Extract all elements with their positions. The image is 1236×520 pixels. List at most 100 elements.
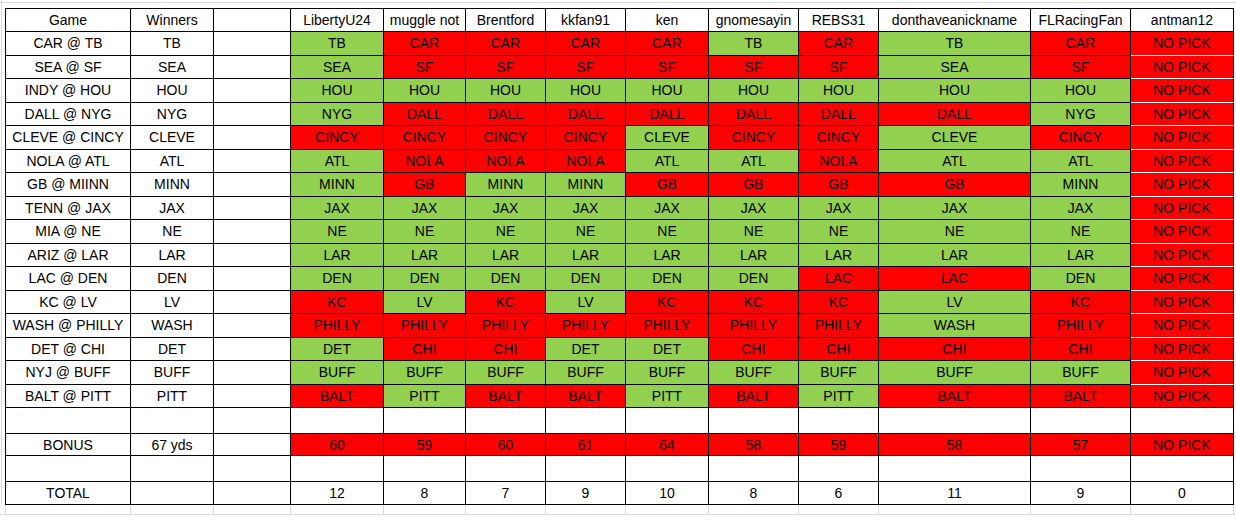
player-header[interactable]: muggle not	[384, 9, 466, 32]
pick-cell[interactable]: DALL	[799, 103, 879, 127]
pick-cell[interactable]: NO PICK	[1131, 197, 1234, 221]
pick-cell[interactable]: LAR	[626, 244, 709, 268]
total-value-cell[interactable]: 9	[546, 482, 626, 505]
winner-cell[interactable]: SEA	[131, 56, 214, 80]
game-cell[interactable]: DALL @ NYG	[6, 103, 131, 127]
winner-cell[interactable]: WASH	[131, 314, 214, 338]
pick-cell[interactable]: NO PICK	[1131, 173, 1234, 197]
pick-cell[interactable]: DEN	[626, 267, 709, 291]
pick-cell[interactable]: JAX	[879, 197, 1031, 221]
pick-cell[interactable]: MINN	[291, 173, 384, 197]
bonus-value-cell[interactable]: 61	[546, 434, 626, 456]
pick-cell[interactable]: DEN	[546, 267, 626, 291]
winner-cell[interactable]: JAX	[131, 197, 214, 221]
pick-cell[interactable]: BALT	[291, 385, 384, 409]
pick-cell[interactable]: CHI	[1031, 338, 1131, 362]
pick-cell[interactable]: MINN	[546, 173, 626, 197]
bonus-value-cell[interactable]: 57	[1031, 434, 1131, 456]
total-value-cell[interactable]: 8	[384, 482, 466, 505]
pick-cell[interactable]: MINN	[466, 173, 546, 197]
game-cell[interactable]: WASH @ PHILLY	[6, 314, 131, 338]
pick-cell[interactable]: CAR	[1031, 32, 1131, 56]
pick-cell[interactable]: DALL	[879, 103, 1031, 127]
pick-cell[interactable]: KC	[709, 291, 799, 315]
pick-cell[interactable]: BALT	[709, 385, 799, 409]
player-header[interactable]: LibertyU24	[291, 9, 384, 32]
pick-cell[interactable]: BUFF	[466, 361, 546, 385]
pick-cell[interactable]: BUFF	[291, 361, 384, 385]
game-cell[interactable]: NOLA @ ATL	[6, 150, 131, 174]
empty-cell[interactable]	[879, 456, 1031, 482]
empty-cell[interactable]	[291, 408, 384, 434]
spacer-cell[interactable]	[214, 434, 291, 456]
game-cell[interactable]: SEA @ SF	[6, 56, 131, 80]
pick-cell[interactable]: HOU	[879, 79, 1031, 103]
pick-cell[interactable]: BALT	[466, 385, 546, 409]
game-cell[interactable]: DET @ CHI	[6, 338, 131, 362]
pick-cell[interactable]: BALT	[546, 385, 626, 409]
bonus-value-cell[interactable]: 58	[879, 434, 1031, 456]
empty-cell[interactable]	[131, 482, 214, 505]
pick-cell[interactable]: LAR	[709, 244, 799, 268]
pick-cell[interactable]: KC	[626, 291, 709, 315]
pick-cell[interactable]: NO PICK	[1131, 79, 1234, 103]
pick-cell[interactable]: SF	[799, 56, 879, 80]
spacer-cell[interactable]	[214, 32, 291, 56]
pick-cell[interactable]: DALL	[626, 103, 709, 127]
pick-cell[interactable]: WASH	[879, 314, 1031, 338]
pick-cell[interactable]: LAR	[546, 244, 626, 268]
pick-cell[interactable]: LAR	[799, 244, 879, 268]
bonus-value-cell[interactable]: 64	[626, 434, 709, 456]
pick-cell[interactable]: NYG	[1031, 103, 1131, 127]
player-header[interactable]: antman12	[1131, 9, 1234, 32]
pick-cell[interactable]: BUFF	[626, 361, 709, 385]
pick-cell[interactable]: NE	[466, 220, 546, 244]
pick-cell[interactable]: NE	[1031, 220, 1131, 244]
pick-cell[interactable]: NO PICK	[1131, 103, 1234, 127]
pick-cell[interactable]: JAX	[546, 197, 626, 221]
pick-cell[interactable]: PITT	[799, 385, 879, 409]
game-cell[interactable]: BALT @ PITT	[6, 385, 131, 409]
empty-cell[interactable]	[131, 408, 214, 434]
pick-cell[interactable]: KC	[1031, 291, 1131, 315]
pick-cell[interactable]: PHILLY	[799, 314, 879, 338]
pick-cell[interactable]: NO PICK	[1131, 56, 1234, 80]
pick-cell[interactable]: BUFF	[546, 361, 626, 385]
empty-cell[interactable]	[131, 456, 214, 482]
pick-cell[interactable]: NE	[626, 220, 709, 244]
pick-cell[interactable]: GB	[799, 173, 879, 197]
total-value-cell[interactable]: 11	[879, 482, 1031, 505]
pick-cell[interactable]: JAX	[799, 197, 879, 221]
pick-cell[interactable]: NOLA	[384, 150, 466, 174]
pick-cell[interactable]: DEN	[1031, 267, 1131, 291]
pick-cell[interactable]: NO PICK	[1131, 126, 1234, 150]
spacer-cell[interactable]	[214, 103, 291, 127]
total-label-cell[interactable]: TOTAL	[6, 482, 131, 505]
empty-cell[interactable]	[709, 408, 799, 434]
winner-cell[interactable]: DEN	[131, 267, 214, 291]
pick-cell[interactable]: PHILLY	[709, 314, 799, 338]
pick-cell[interactable]: SF	[546, 56, 626, 80]
player-header[interactable]: kkfan91	[546, 9, 626, 32]
empty-cell[interactable]	[291, 456, 384, 482]
pick-cell[interactable]: KC	[466, 291, 546, 315]
spacer-cell[interactable]	[214, 267, 291, 291]
pick-cell[interactable]: HOU	[466, 79, 546, 103]
game-cell[interactable]: TENN @ JAX	[6, 197, 131, 221]
pick-cell[interactable]: BALT	[879, 385, 1031, 409]
pick-cell[interactable]: SEA	[291, 56, 384, 80]
total-value-cell[interactable]: 7	[466, 482, 546, 505]
pick-cell[interactable]: PHILLY	[546, 314, 626, 338]
pick-cell[interactable]: ATL	[626, 150, 709, 174]
winner-cell[interactable]: MINN	[131, 173, 214, 197]
game-cell[interactable]: CAR @ TB	[6, 32, 131, 56]
game-cell[interactable]: CLEVE @ CINCY	[6, 126, 131, 150]
total-value-cell[interactable]: 9	[1031, 482, 1131, 505]
pick-cell[interactable]: GB	[879, 173, 1031, 197]
winner-cell[interactable]: HOU	[131, 79, 214, 103]
pick-cell[interactable]: TB	[291, 32, 384, 56]
pick-cell[interactable]: CINCY	[466, 126, 546, 150]
pick-cell[interactable]: BALT	[1031, 385, 1131, 409]
pick-cell[interactable]: LAC	[799, 267, 879, 291]
pick-cell[interactable]: SF	[1031, 56, 1131, 80]
